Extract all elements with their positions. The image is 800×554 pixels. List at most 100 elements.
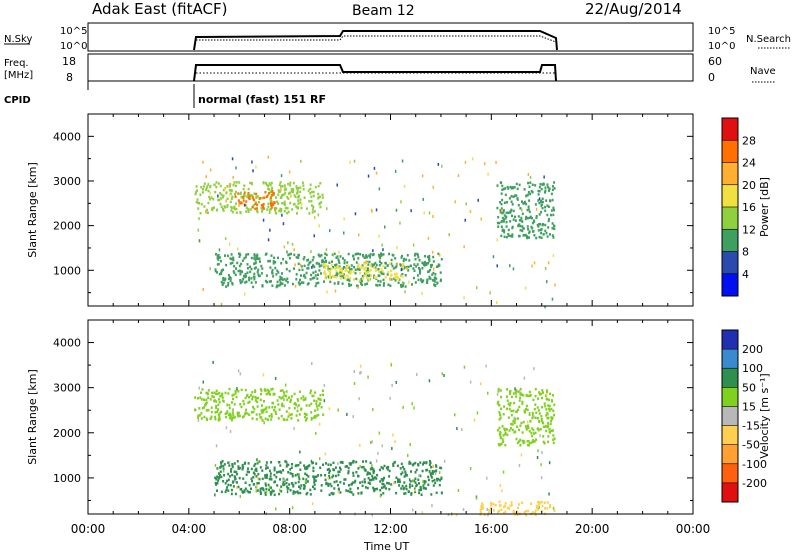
data-cell <box>219 202 222 206</box>
data-cell <box>509 390 511 393</box>
data-cell <box>293 202 296 206</box>
data-cell <box>305 413 308 416</box>
data-cell <box>213 183 216 187</box>
sparse-echo <box>436 281 438 285</box>
data-cell <box>228 406 231 410</box>
data-cell <box>233 264 236 268</box>
data-cell <box>334 474 337 478</box>
data-cell <box>224 412 227 415</box>
data-cell <box>506 201 508 204</box>
sparse-echo <box>546 280 548 284</box>
data-cell <box>244 411 247 414</box>
data-cell <box>308 200 311 203</box>
data-cell <box>430 476 433 479</box>
data-cell <box>264 389 267 392</box>
data-cell <box>502 220 505 223</box>
data-cell <box>238 255 241 258</box>
data-cell <box>537 428 540 432</box>
data-cell <box>258 460 261 463</box>
data-cell <box>271 271 274 274</box>
data-cell <box>520 393 523 396</box>
data-cell <box>215 389 218 393</box>
data-cell <box>305 404 308 407</box>
data-cell <box>240 262 243 266</box>
data-cell <box>217 182 220 185</box>
data-cell <box>284 206 287 210</box>
y-tick-label: 4000 <box>53 337 81 350</box>
data-cell <box>272 192 275 195</box>
data-cell <box>296 398 299 401</box>
data-cell <box>382 278 385 282</box>
data-cell <box>538 222 541 226</box>
data-cell <box>286 418 289 421</box>
data-cell <box>535 438 538 441</box>
data-cell <box>353 265 355 269</box>
data-cell <box>319 195 321 199</box>
data-cell <box>233 403 236 406</box>
data-cell <box>528 442 531 445</box>
data-cell <box>237 269 240 273</box>
sparse-echo <box>299 450 301 454</box>
data-cell <box>235 207 238 211</box>
data-cell <box>404 472 407 475</box>
data-cell <box>548 187 551 190</box>
data-cell <box>195 191 197 194</box>
data-cell <box>297 253 300 257</box>
data-cell <box>381 479 384 482</box>
data-cell <box>320 254 323 257</box>
data-cell <box>230 253 233 256</box>
data-cell <box>293 402 296 406</box>
data-cell <box>246 263 249 266</box>
data-cell <box>329 482 332 486</box>
data-cell <box>320 406 323 409</box>
sparse-echo <box>371 513 373 517</box>
data-cell <box>270 461 273 464</box>
data-cell <box>388 475 391 478</box>
data-cell <box>546 390 549 394</box>
data-cell <box>403 257 405 261</box>
sparse-echo <box>375 208 378 212</box>
data-cell <box>344 277 347 280</box>
data-cell <box>551 198 554 202</box>
data-cell <box>321 196 324 199</box>
data-cell <box>534 509 537 512</box>
data-cell <box>382 272 385 276</box>
data-cell <box>319 393 322 397</box>
data-cell <box>237 467 240 470</box>
data-cell <box>281 202 284 205</box>
data-cell <box>254 468 257 472</box>
data-cell <box>235 470 238 474</box>
data-cell <box>395 491 398 495</box>
sparse-echo <box>214 463 217 467</box>
data-cell <box>509 504 512 507</box>
data-cell <box>378 255 381 258</box>
data-cell <box>245 206 248 210</box>
data-cell <box>382 483 385 486</box>
data-cell <box>245 210 248 213</box>
sparse-echo <box>541 451 543 455</box>
data-cell <box>432 255 435 259</box>
data-cell <box>523 411 526 414</box>
data-cell <box>242 466 245 469</box>
sparse-echo <box>325 248 328 252</box>
colorbar-tick-label: -15 <box>742 420 760 433</box>
data-cell <box>247 253 250 256</box>
data-cell <box>280 262 283 265</box>
data-cell <box>499 201 502 204</box>
data-cell <box>521 501 524 504</box>
data-cell <box>201 388 204 391</box>
data-cell <box>297 491 300 495</box>
data-cell <box>317 413 320 417</box>
data-cell <box>195 201 198 204</box>
data-cell <box>336 266 339 269</box>
data-cell <box>222 464 225 468</box>
data-cell <box>369 264 372 267</box>
data-cell <box>542 425 545 429</box>
data-cell <box>421 262 424 265</box>
sparse-echo <box>367 174 370 178</box>
data-cell <box>247 462 250 465</box>
data-cell <box>503 405 506 408</box>
data-cell <box>360 279 363 283</box>
data-cell <box>541 206 544 210</box>
